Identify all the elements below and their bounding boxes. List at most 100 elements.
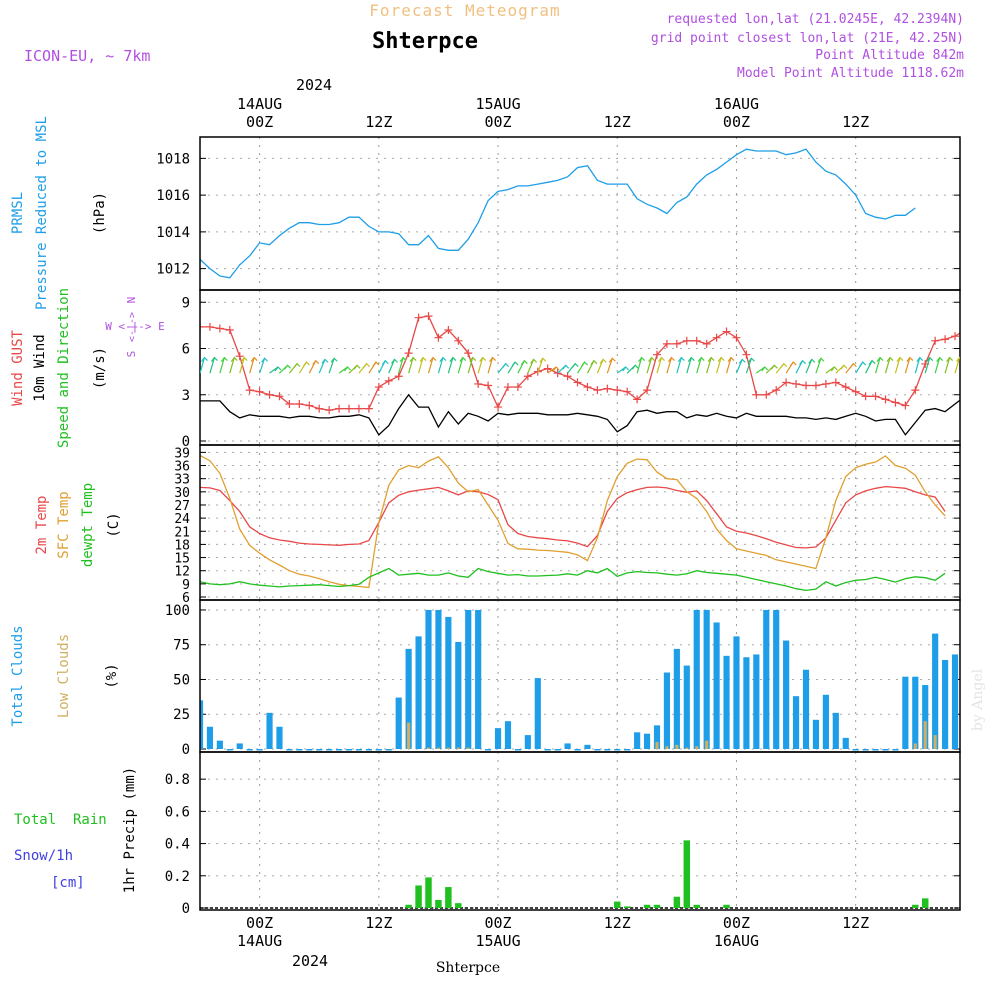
gust-point [384,376,393,385]
gust-point [215,324,224,333]
total-cloud-bar [534,678,541,749]
wind-arrowhead [449,356,457,362]
gust-point [762,390,771,399]
total-cloud-bar [713,622,720,749]
wind-arrowhead [631,364,639,370]
wind-arrow [884,357,891,374]
pressure-ytick-label: 1018 [156,151,190,167]
temp-data [200,454,946,592]
wind-arrow [745,358,753,374]
precip-ytick-label: 0 [182,901,190,917]
total-cloud-bar [604,749,611,751]
gust-point [255,387,264,396]
total-cloud-bar [663,672,671,749]
wind-arrowhead [409,356,417,362]
wind-arrowhead [284,364,291,370]
total-cloud-bar [584,744,591,749]
gust-point [345,404,354,413]
low-cloud-bar [665,746,669,749]
wind-arrowhead [511,361,519,367]
total-cloud-bar [892,749,899,751]
clouds-unit: (%) [104,663,120,688]
wind-arrowhead [859,361,867,367]
wind-arrow [239,357,245,374]
top-date-label: 14AUG [237,95,282,113]
compass-vertical: <-|-> [127,312,138,342]
sfc-temp-line [200,454,946,589]
total-cloud-bar [753,654,760,749]
wind-arrow [954,357,960,374]
wind-arrowhead [770,364,778,370]
wind-arrowhead [353,364,361,370]
total-cloud-bar [514,749,521,751]
wind-arrowhead [201,356,208,362]
gust-point [802,381,811,390]
gust-point [991,297,999,305]
total-cloud-bar [465,609,472,749]
gust-point [200,322,204,331]
wind-arrowhead [840,364,848,370]
compass-n: N [125,297,138,304]
total-cloud-bar [773,609,780,749]
wind-arrow [656,357,663,374]
wind-arrowhead [658,356,665,362]
total-cloud-bar [872,749,879,751]
wind-arrow [904,357,911,374]
total-cloud-bar [564,743,571,749]
wind-arrowhead [581,361,589,367]
wind-arrow [249,357,255,374]
panels: 1012101410161018036969121518212427303336… [156,136,999,917]
rain-bar [623,906,631,908]
clouds-panel: 0 25 50 75 100 [165,599,961,758]
low-cloud-bar [446,747,450,749]
pressure-frame [199,136,961,291]
precip-ytick-label: 0.6 [165,804,190,820]
bottom-time-label: 00Z [723,914,750,932]
low-cloud-bar [695,746,699,749]
wind-arrow [646,357,653,374]
total-cloud-bar [286,749,293,751]
total-cloud-bar [336,749,343,751]
clouds-ytick-label: 100 [165,603,190,619]
gust-point [722,327,731,336]
total-cloud-bar [395,697,402,749]
wind-arrowhead [312,359,320,366]
wind-arrowhead [230,356,238,362]
gust-point [652,350,661,359]
gust-point [315,404,324,413]
footer-location: Shterpce [436,960,500,976]
wind-arrow [934,357,941,374]
product-title: Forecast Meteogram [369,1,560,20]
wind-arrowhead [571,362,579,368]
wind-arrowhead [747,357,755,363]
temp-ytick-label: 6 [182,591,190,606]
total-cloud-bar [703,609,710,749]
gust-point [702,339,711,348]
wind-arrow [706,357,712,374]
wind-unit: (m/s) [92,347,108,389]
wind-arrow [259,358,266,374]
wind-arrow [914,357,921,374]
gust-point [742,350,751,359]
total-cloud-bar [266,712,273,749]
wind-arrow [666,357,673,374]
precip-data [200,840,960,909]
total-cloud-bar [206,726,214,749]
wind-arrowhead [608,357,616,363]
wind-arrow [696,357,702,374]
wind-arrow [527,359,535,374]
total-cloud-bar [306,749,313,751]
total-cloud-bar [216,740,223,749]
total-cloud-bar [792,696,800,749]
gust-point [901,401,910,410]
pressure-label-1: PRMSL [10,192,26,234]
temp-ytick-label: 36 [174,460,190,475]
wind-arrowhead [261,357,269,363]
gust-point [981,300,989,308]
gust-point [841,383,850,392]
wind-arrowhead [590,359,598,366]
top-date-label: 15AUG [475,95,520,113]
wind-arrowhead [539,357,547,363]
gust-point [503,383,512,392]
